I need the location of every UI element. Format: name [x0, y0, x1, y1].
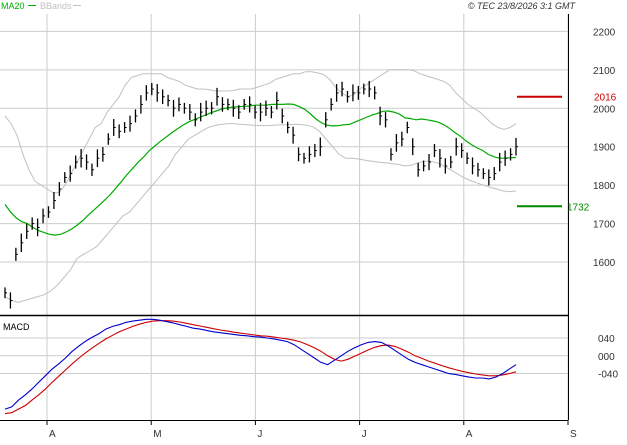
price-tick-label: 2200 [593, 27, 616, 38]
x-tick-label: J [362, 429, 367, 440]
macd-series [4, 318, 517, 415]
price-tick-label: 1700 [593, 220, 616, 231]
bb-upper-line [4, 69, 517, 194]
support-label: 1732 [567, 202, 590, 213]
price-tick-label: 2100 [593, 66, 616, 77]
macd-grid [0, 337, 568, 375]
macd-title: MACD [3, 322, 30, 332]
legend-bbands: BBands [40, 1, 72, 11]
macd-line [4, 318, 517, 410]
bb-lower-line [4, 123, 517, 303]
x-tick-label: S [570, 429, 577, 440]
signal-line [4, 320, 517, 415]
levels [517, 95, 562, 208]
x-tick-label: J [257, 429, 262, 440]
price-tick-label: 1800 [593, 181, 616, 192]
price-tick-label: 2000 [593, 104, 616, 115]
x-tick-label: M [153, 429, 161, 440]
legend-ma20: MA20 [1, 1, 25, 11]
x-tick-label: A [49, 429, 56, 440]
bb-lower-series [4, 123, 517, 303]
macd-tick-label: 040 [598, 334, 615, 345]
price-grid [0, 30, 568, 263]
resistance-label: 2016 [594, 93, 617, 104]
bb-upper-series [4, 69, 517, 194]
x-tick-label: A [466, 429, 473, 440]
price-tick-label: 1600 [593, 258, 616, 269]
macd-tick-label: -040 [598, 370, 618, 381]
price-tick-label: 1900 [593, 143, 616, 154]
price-tick-labels: 2200 2100 2000 1900 1800 1700 1600 [593, 27, 616, 269]
macd-tick-label: 000 [598, 352, 615, 363]
price-panel-frame [0, 14, 568, 314]
copyright-text: © TEC 23/8/2026 3:1 GMT [468, 1, 577, 11]
price-bars [4, 80, 518, 309]
macd-tick-labels: 040 000 -040 [598, 334, 618, 381]
